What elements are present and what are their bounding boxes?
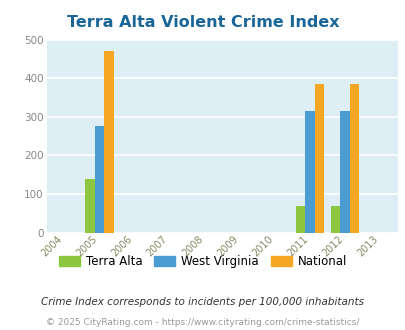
Bar	[85, 179, 94, 233]
Bar	[305, 111, 314, 233]
Text: Crime Index corresponds to incidents per 100,000 inhabitants: Crime Index corresponds to incidents per…	[41, 297, 364, 307]
Legend: Terra Alta, West Virginia, National: Terra Alta, West Virginia, National	[54, 250, 351, 273]
Text: Terra Alta Violent Crime Index: Terra Alta Violent Crime Index	[66, 15, 339, 30]
Bar	[330, 206, 340, 233]
Bar	[104, 51, 113, 233]
Text: © 2025 CityRating.com - https://www.cityrating.com/crime-statistics/: © 2025 CityRating.com - https://www.city…	[46, 318, 359, 327]
Bar	[349, 84, 358, 233]
Bar	[340, 111, 349, 233]
Bar	[314, 84, 324, 233]
Bar	[295, 206, 305, 233]
Bar	[94, 126, 104, 233]
